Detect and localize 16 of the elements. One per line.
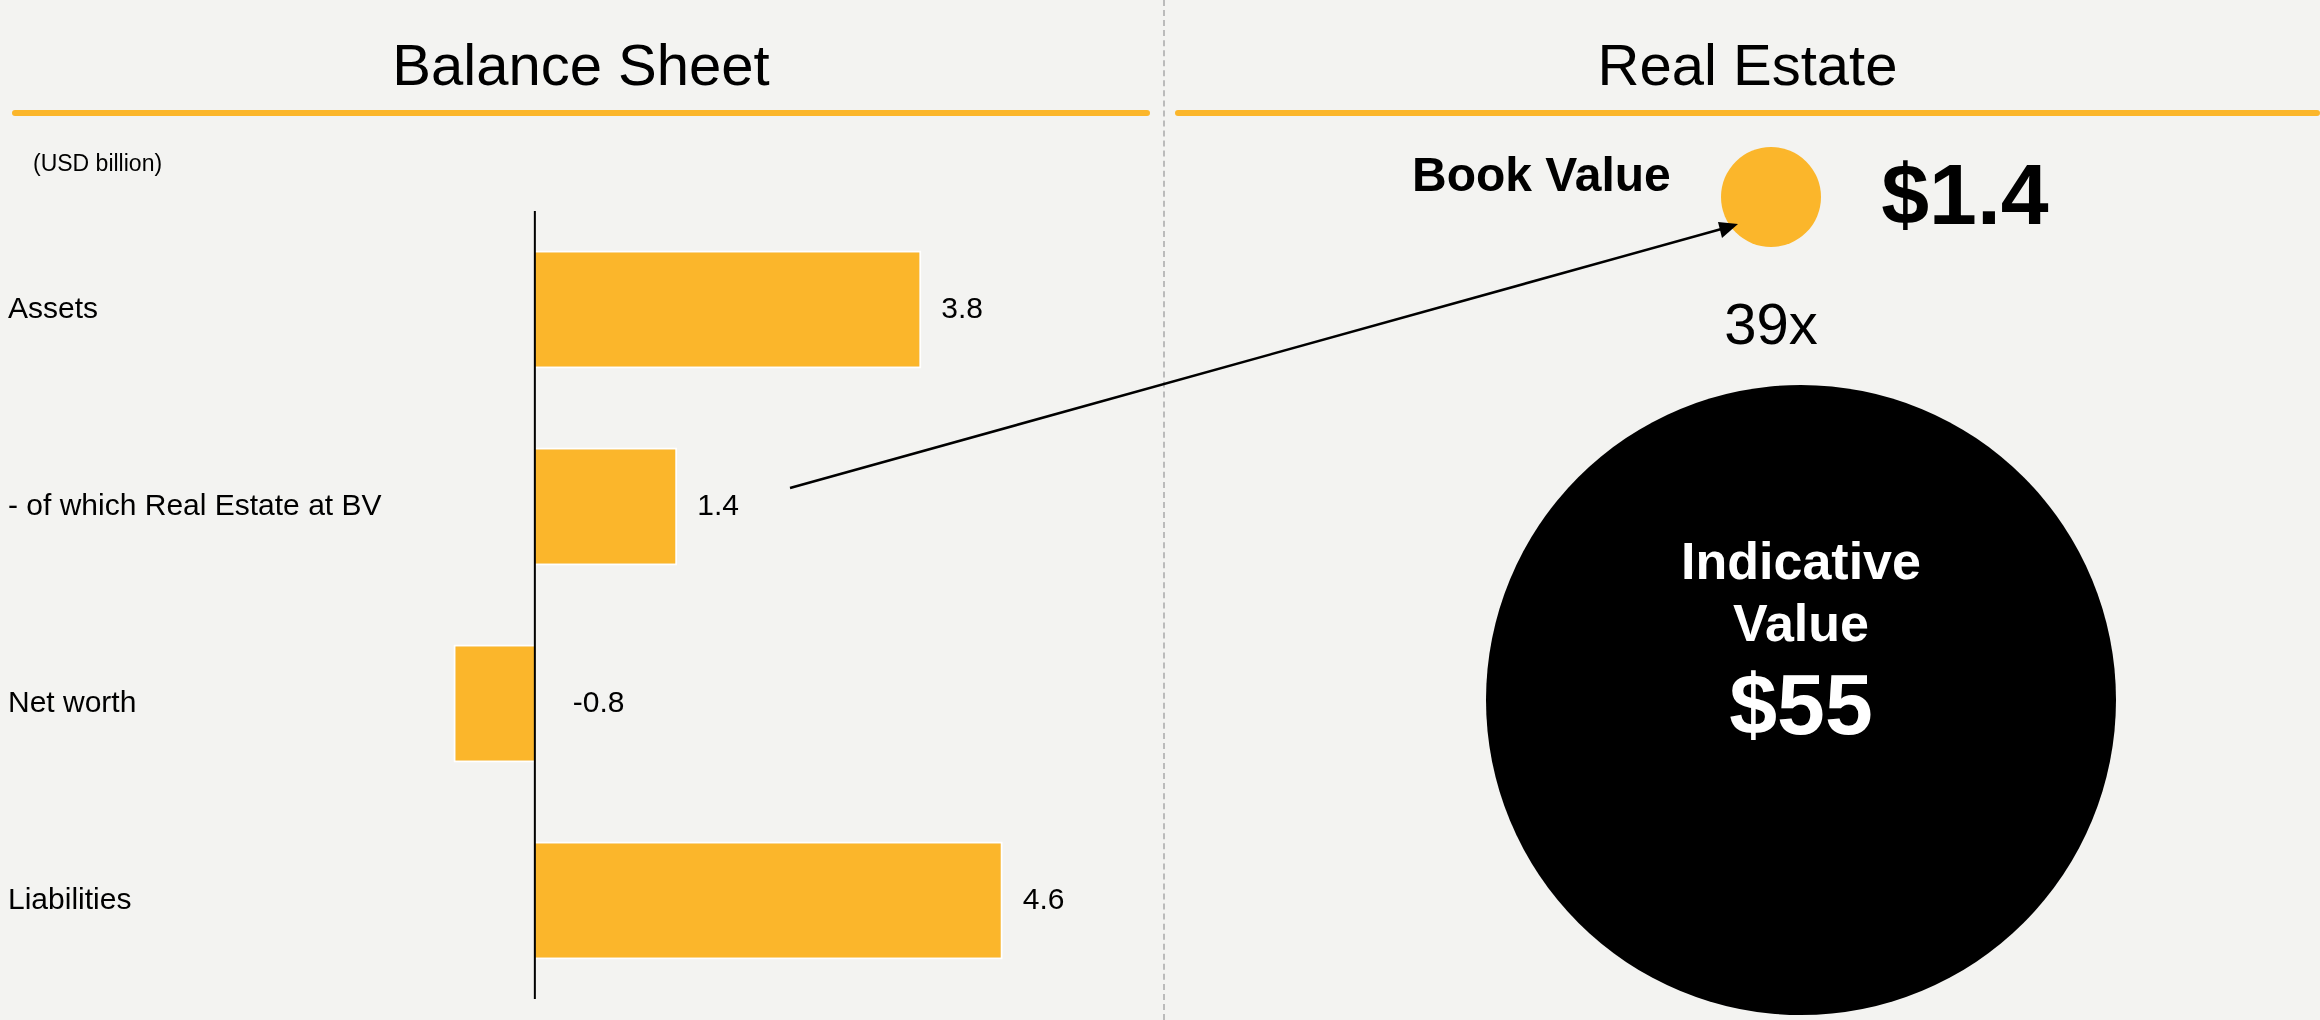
data-label: $55	[1728, 655, 1874, 754]
text: Real Estate	[1596, 31, 1899, 99]
y-tick-label: Assets	[8, 290, 99, 324]
data-label: 1.4	[697, 487, 739, 521]
data-label: 3.8	[941, 290, 984, 324]
text: 39x	[1723, 290, 1819, 357]
category-label: Book Value	[1411, 147, 1671, 202]
data-label: -0.8	[572, 684, 625, 718]
data-label: 4.6	[1022, 881, 1065, 915]
y-tick-label: - of which Real Estate at BV	[8, 487, 382, 521]
text: (USD billion)	[33, 150, 163, 177]
chart-title: Balance Sheet	[391, 31, 771, 99]
y-tick-label: Liabilities	[8, 881, 132, 915]
data-label: $1.4	[1881, 145, 2049, 244]
y-tick-label: Net worth	[8, 684, 137, 718]
category-label: Indicative Value	[1680, 531, 1922, 654]
